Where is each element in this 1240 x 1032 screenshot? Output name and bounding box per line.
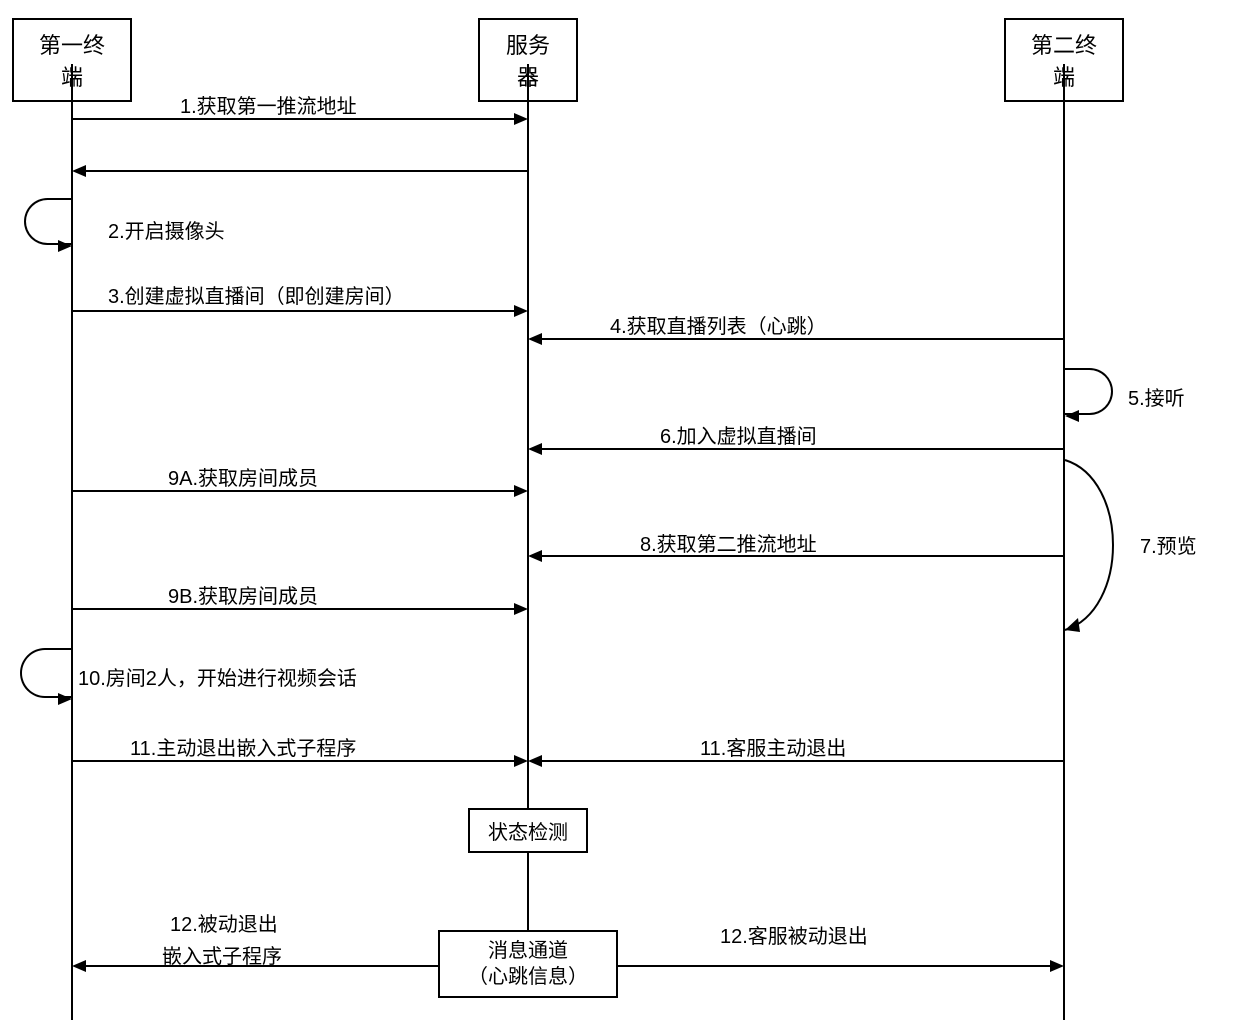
msg-3-line: [73, 310, 514, 312]
msg-3-label: 3.创建虚拟直播间（即创建房间）: [108, 280, 405, 309]
msg-9a-label: 9A.获取房间成员: [168, 462, 318, 491]
msg-12b-label: 12.客服被动退出: [720, 920, 868, 949]
msg-11a-label: 11.主动退出嵌入式子程序: [130, 732, 356, 761]
msg-1r-line: [86, 170, 528, 172]
msg-5-label: 5.接听: [1128, 382, 1185, 411]
connector-status-channel: [527, 852, 529, 930]
lifeline-srv: [527, 64, 529, 808]
msg-12a-line: [86, 965, 438, 967]
status-box: 状态检测: [468, 808, 588, 853]
msg-6-label: 6.加入虚拟直播间: [660, 420, 817, 449]
msg-9b-label: 9B.获取房间成员: [168, 580, 318, 609]
status-box-label: 状态检测: [488, 822, 568, 844]
msg-12a-label1: 12.被动退出: [170, 908, 278, 937]
msg-7-label: 7.预览: [1140, 530, 1197, 559]
msg-11a-line: [73, 760, 514, 762]
msg-11b-arrow: [528, 755, 542, 767]
msg-9a-arrow: [514, 485, 528, 497]
msg-10-arrow: [58, 693, 72, 705]
msg-10-loop: [20, 648, 72, 698]
msg-5-arrow: [1065, 410, 1079, 422]
msg-9b-line: [73, 608, 514, 610]
msg-12b-line: [618, 965, 1050, 967]
msg-11b-line: [542, 760, 1064, 762]
channel-box: 消息通道 （心跳信息）: [438, 930, 618, 998]
msg-1-label: 1.获取第一推流地址: [180, 90, 357, 119]
sequence-diagram: 第一终端 服务器 第二终端 1.获取第一推流地址 2.开启摄像头 3.创建虚拟直…: [0, 0, 1240, 1032]
channel-box-label1: 消息通道: [488, 940, 568, 962]
msg-4-arrow: [528, 333, 542, 345]
msg-9a-line: [73, 490, 514, 492]
msg-1-arrow: [514, 113, 528, 125]
msg-6-line: [542, 448, 1064, 450]
msg-12b-arrow: [1050, 960, 1064, 972]
msg-2-label: 2.开启摄像头: [108, 215, 225, 244]
msg-8-line: [542, 555, 1064, 557]
msg-2-arrow: [58, 240, 72, 252]
msg-4-line: [542, 338, 1064, 340]
msg-10-label: 10.房间2人，开始进行视频会话: [78, 662, 357, 691]
msg-9b-arrow: [514, 603, 528, 615]
msg-11b-label: 11.客服主动退出: [700, 732, 846, 761]
msg-6-arrow: [528, 443, 542, 455]
msg-8-label: 8.获取第二推流地址: [640, 528, 817, 557]
msg-7-curve: [1064, 460, 1144, 640]
channel-box-label2: （心跳信息）: [468, 966, 588, 988]
msg-1r-arrow: [72, 165, 86, 177]
msg-3-arrow: [514, 305, 528, 317]
msg-5-loop: [1065, 368, 1113, 415]
msg-2-loop: [24, 198, 72, 245]
msg-8-arrow: [528, 550, 542, 562]
msg-4-label: 4.获取直播列表（心跳）: [610, 310, 827, 339]
msg-12a-arrow: [72, 960, 86, 972]
msg-11a-arrow: [514, 755, 528, 767]
msg-1-line: [73, 118, 514, 120]
